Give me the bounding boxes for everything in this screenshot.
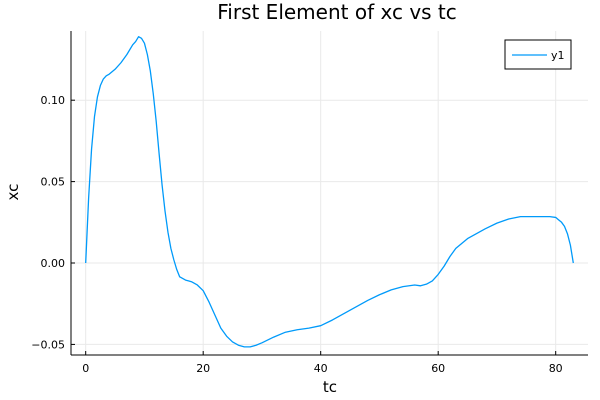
y-tick-label: 0.05 [41, 176, 66, 189]
y-axis-label: xc [4, 184, 22, 201]
x-axis-label: tc [323, 378, 337, 396]
grid-lines [71, 31, 588, 355]
legend: y1 [504, 39, 572, 70]
x-tick-label: 40 [314, 362, 328, 375]
x-tick-label: 60 [431, 362, 445, 375]
y-tick-label: 0.10 [41, 94, 66, 107]
tick-labels: 0 20 40 60 80 −0.05 0.00 0.05 0.10 [31, 94, 562, 375]
x-tick-label: 80 [549, 362, 563, 375]
series-layer [85, 36, 574, 348]
x-tick-label: 0 [82, 362, 89, 375]
legend-label-y1: y1 [551, 49, 565, 62]
x-tick-label: 20 [196, 362, 210, 375]
chart-title: First Element of xc vs tc [217, 0, 457, 24]
y-tick-label: −0.05 [31, 338, 65, 351]
series-line-y1 [85, 36, 574, 348]
axes [70, 31, 588, 356]
y-tick-label: 0.00 [41, 257, 66, 270]
